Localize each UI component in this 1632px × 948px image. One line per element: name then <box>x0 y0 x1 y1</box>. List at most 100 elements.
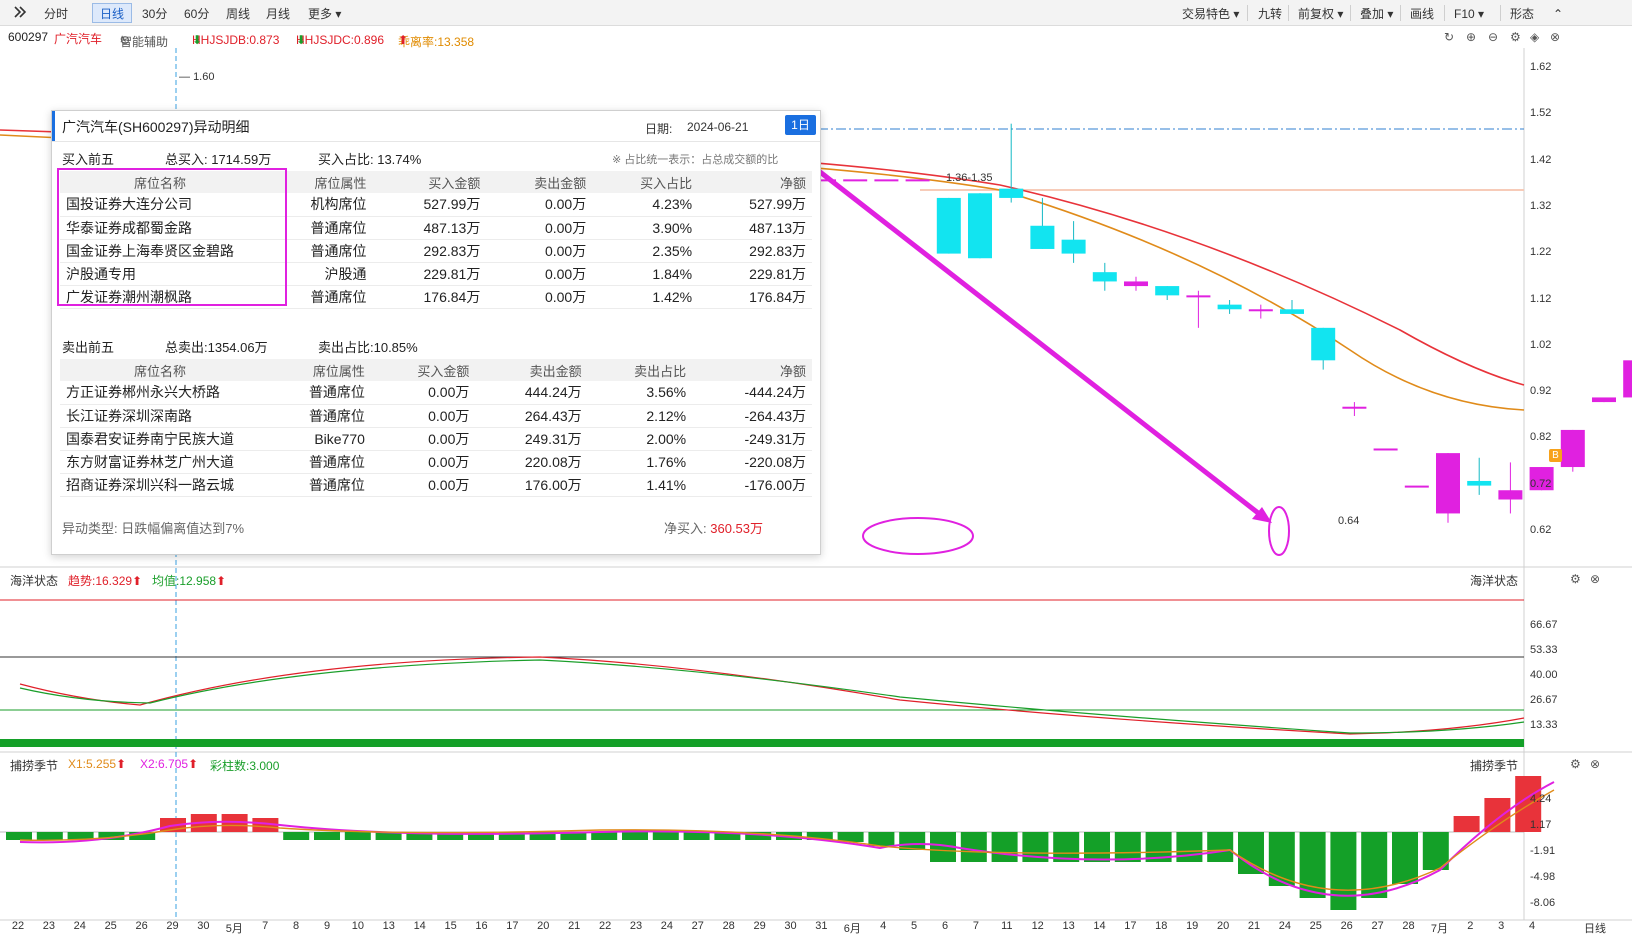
column-header[interactable]: 席位名称 <box>60 171 260 193</box>
candle-body[interactable] <box>874 179 899 182</box>
trend-value: 趋势:16.329 <box>68 574 133 588</box>
buy-badge[interactable]: B <box>1549 449 1562 462</box>
column-header[interactable]: 买入占比 <box>592 171 699 193</box>
panel2-tick-label: 66.67 <box>1530 619 1558 631</box>
table-row[interactable]: 方正证券郴州永兴大桥路 普通席位 0.00万 444.24万 3.56% -444.24万 <box>60 381 812 405</box>
column-header[interactable]: 买入金额 <box>372 171 487 193</box>
season-bar <box>1515 776 1542 832</box>
panel3-title: 捕捞季节 <box>10 759 59 773</box>
candle-body[interactable] <box>1030 225 1055 249</box>
candle-body[interactable] <box>1467 480 1492 486</box>
collapse-icon[interactable] <box>4 3 36 23</box>
table-row[interactable]: 沪股通专用 沪股通 229.81万 0.00万 1.84% 229.81万 <box>60 262 812 286</box>
candle-body[interactable] <box>1311 327 1336 361</box>
table-row[interactable]: 国投证券大连分公司 机构席位 527.99万 0.00万 4.23% 527.99万 <box>60 193 812 217</box>
table-row[interactable]: 国泰君安证券南宁民族大道 Bike770 0.00万 249.31万 2.00% -249… <box>60 427 812 451</box>
candle-body[interactable] <box>968 193 992 259</box>
overlay-menu[interactable]: 叠加 ▾ <box>1352 3 1401 23</box>
date-value[interactable]: 2024-06-21 <box>687 120 749 134</box>
column-header[interactable]: 席位名称 <box>60 359 260 381</box>
period-tab-week[interactable]: 周线 <box>226 7 251 21</box>
candle-body[interactable] <box>999 188 1024 198</box>
candle-body[interactable] <box>1155 286 1180 296</box>
period-tab-fenshi[interactable]: 分时 <box>44 7 69 21</box>
candle-body[interactable] <box>1092 272 1117 282</box>
candle-body[interactable] <box>1124 281 1148 287</box>
x-tick-label: 9 <box>323 920 331 932</box>
column-header[interactable]: 买入金额 <box>370 359 476 381</box>
zoom-in-icon[interactable]: ⊕ <box>1466 30 1477 44</box>
adjust-menu[interactable]: 前复权 ▾ <box>1290 3 1351 23</box>
candle-body[interactable] <box>905 179 930 182</box>
collapse-up-icon[interactable]: ⌃ <box>1553 7 1564 21</box>
gear-icon[interactable]: ⚙ <box>1570 757 1581 771</box>
column-header[interactable]: 卖出占比 <box>587 359 693 381</box>
x-tick-label: 29 <box>166 920 179 932</box>
trade-feature-menu[interactable]: 交易特色 ▾ <box>1174 3 1247 23</box>
candle-body[interactable] <box>1404 485 1429 488</box>
x-axis-corner[interactable]: 日线 <box>1584 923 1606 935</box>
candle-body[interactable] <box>1498 490 1523 500</box>
candle-body[interactable] <box>812 179 836 182</box>
candle-body[interactable] <box>1248 309 1273 312</box>
table-row[interactable]: 长江证券深圳深南路 普通席位 0.00万 264.43万 2.12% -264.43万 <box>60 404 812 428</box>
date-label: 日期: <box>645 122 673 136</box>
net-buy-value: 360.53万 <box>710 521 764 536</box>
table-row[interactable]: 国金证券上海奉贤区金碧路 普通席位 292.83万 0.00万 2.35% 292.83万 <box>60 239 812 263</box>
cube-icon[interactable]: ◈ <box>1530 30 1540 44</box>
column-header[interactable]: 净额 <box>692 359 812 381</box>
period-tab-30min[interactable]: 30分 <box>142 7 168 21</box>
price-tick-label: 1.12 <box>1530 292 1552 305</box>
candle-body[interactable] <box>843 179 868 182</box>
sell-table: 席位名称 席位属性 买入金额 卖出金额 卖出占比 净额 方正证券郴州永兴大桥路 普通席位 0.0… <box>60 359 812 497</box>
pattern-button[interactable]: 形态 <box>1510 7 1535 21</box>
candle-body[interactable] <box>1186 295 1211 298</box>
column-header[interactable]: 席位属性 <box>260 359 371 381</box>
sell-section-label: 卖出前五 <box>62 340 115 355</box>
x-tick-label: 14 <box>1093 920 1106 932</box>
gear-icon[interactable]: ⚙ <box>1570 572 1581 586</box>
stock-name: 广汽汽车 <box>54 32 103 46</box>
table-row[interactable]: 华泰证券成都蜀金路 普通席位 487.13万 0.00万 3.90% 487.13万 <box>60 216 812 240</box>
draw-line-button[interactable]: 画线 <box>1410 7 1435 21</box>
period-tab-day[interactable]: 日线 <box>92 3 133 23</box>
candle-body[interactable] <box>1061 239 1086 254</box>
gear-icon[interactable]: ⚙ <box>1510 30 1521 44</box>
season-bar <box>98 832 125 840</box>
column-header[interactable]: 净额 <box>698 171 812 193</box>
period-tab-60min[interactable]: 60分 <box>184 7 210 21</box>
panel3-tick-label: -1.91 <box>1530 845 1556 857</box>
table-cell: 176.00万 <box>475 473 588 497</box>
candle-body[interactable] <box>1373 448 1398 451</box>
candle-body[interactable] <box>1217 304 1242 310</box>
close-icon[interactable]: ⊗ <box>1550 30 1561 44</box>
candle-body[interactable] <box>1623 360 1632 398</box>
table-row[interactable]: 招商证券深圳兴科一路云城 普通席位 0.00万 176.00万 1.41% -176.00… <box>60 473 812 497</box>
season-bar <box>1330 832 1357 910</box>
candle-body[interactable] <box>1529 467 1554 491</box>
candle-body[interactable] <box>1342 406 1367 409</box>
period-tab-more[interactable]: 更多 ▾ <box>300 3 349 23</box>
close-icon[interactable]: ⊗ <box>1590 572 1601 586</box>
table-cell: 普通席位 <box>260 285 373 309</box>
candle-body[interactable] <box>936 197 961 254</box>
close-icon[interactable]: ⊗ <box>1590 757 1601 771</box>
candle-body[interactable] <box>1560 429 1585 468</box>
table-row[interactable]: 东方财富证券林芝广州大道 普通席位 0.00万 220.08万 1.76% -220.08… <box>60 450 812 474</box>
table-row[interactable]: 广发证券潮州潮枫路 普通席位 176.84万 0.00万 1.42% 176.84万 <box>60 285 812 309</box>
zoom-out-icon[interactable]: ⊖ <box>1488 30 1499 44</box>
candle-body[interactable] <box>1592 397 1616 403</box>
column-header[interactable]: 卖出金额 <box>475 359 588 381</box>
period-tab-month[interactable]: 月线 <box>266 7 291 21</box>
column-header[interactable]: 席位属性 <box>260 171 373 193</box>
avg-line <box>19 659 1525 734</box>
nine-turn-button[interactable]: 九转 <box>1258 7 1283 21</box>
column-header[interactable]: 卖出金额 <box>486 171 593 193</box>
season-bar <box>1084 832 1110 862</box>
candle-body[interactable] <box>1436 453 1460 514</box>
f10-menu[interactable]: F10 ▾ <box>1446 3 1492 23</box>
candle-body[interactable] <box>1280 309 1304 314</box>
day-button[interactable]: 1日 <box>785 115 816 135</box>
refresh-icon[interactable]: ↻ <box>1444 30 1455 44</box>
